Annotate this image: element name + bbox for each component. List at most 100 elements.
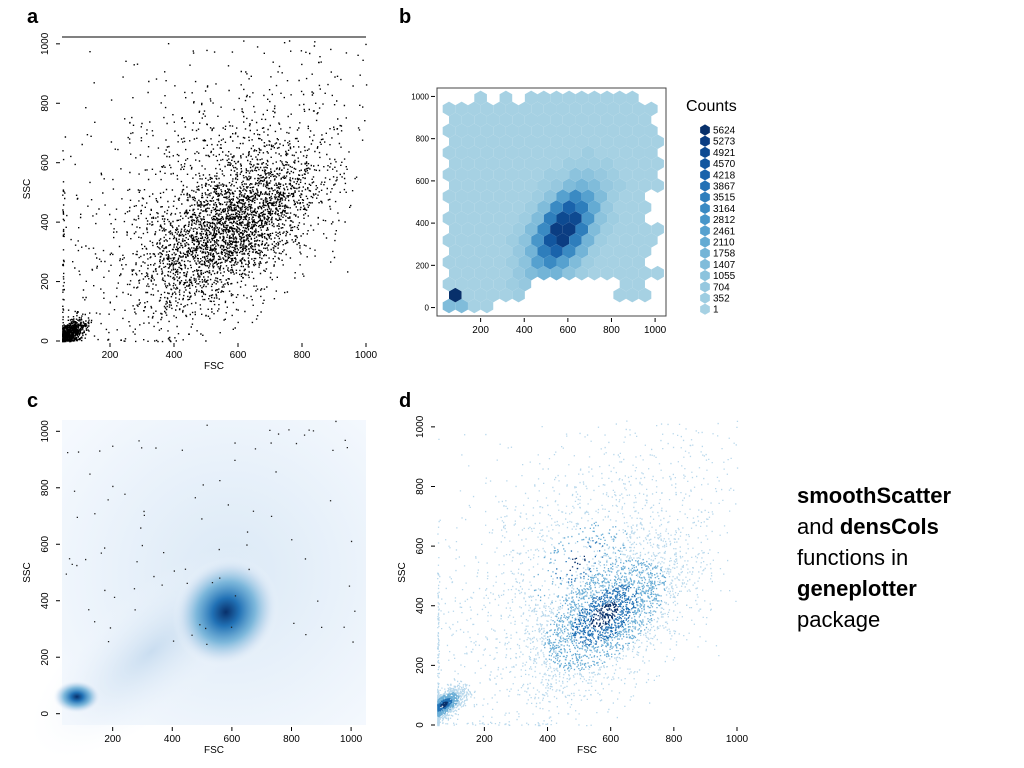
panel-b-hexbin-88 [449,222,462,237]
panel-b-hexbin-232 [588,134,601,150]
panel-b-hexbin-62 [537,243,551,259]
panel-b-hexbin-113 [543,211,557,226]
panel-b-hexbin-249 [581,123,595,139]
panel-b-hexbin-22 [449,265,462,281]
panel-b-hexbin-240 [467,123,481,139]
panel-d-y-tick-label-0: 0 [415,722,426,728]
panel-a-y-tick-label-2: 400 [40,213,51,230]
panel-b-hexbin-55 [449,243,462,259]
panel-b-hexbin-159 [524,178,538,193]
panel-b-hexbin-266 [588,112,601,128]
panel-b-hexbin-6 [474,287,487,303]
panel-b-hexbin-181 [581,167,595,182]
panel-b-hexbin-102 [626,222,639,237]
panel-c-density-peak-0 [172,556,280,668]
panel-c-y-tick-label-2: 400 [40,592,51,609]
panel-b-hexbin-108 [480,211,494,226]
panel-b-hexbin-87 [644,233,658,248]
panel-a-x-tick-label-3: 800 [294,350,311,361]
panel-b-legend-label-3: 4570 [713,159,736,170]
panel-b-hexbin-171 [455,167,468,182]
panel-b-hexbin-4 [449,287,462,303]
panel-a-y-tick-label-1: 200 [40,273,51,290]
panel-b-y-tick-label-5: 1000 [411,92,429,101]
panel-b-hexbin-50 [581,254,595,270]
panel-b-hexbin-30 [550,265,563,281]
panel-b-hexbin-37 [638,265,652,281]
panel-b-hexbin-42 [480,254,494,270]
panel-b-hexbin-274 [480,101,494,117]
panel-b-hexbin-207 [480,145,494,160]
panel-b-hexbin-231 [575,134,589,150]
panel-b-hexbin-253 [632,123,645,139]
panel-letter-b: b [399,6,412,28]
panel-c: 200 400 600 800 1000 0 200 400 600 800 1000 FSC SSC [22,420,366,759]
panel-b-hexbin-135 [626,200,639,215]
panel-d-x-tick-label-2: 600 [602,734,619,745]
panel-b-hexbin-111 [518,211,532,226]
panel-b-hexbin-223 [474,134,487,150]
caption-denscols: densCols [839,514,939,539]
panel-b-y-tick-label-2: 400 [416,219,430,228]
panel-b-legend-swatch-3 [700,158,710,170]
panel-b-hexbin-196 [562,156,576,171]
panel-b-hexbin-129 [550,200,563,215]
panel-b-hexbin-122 [461,200,475,215]
panel-b-hexbin-195 [550,156,563,171]
panel-b-hexbin-182 [594,167,608,182]
panel-c-x-tick-label-2: 600 [224,734,241,745]
panel-b-hexbin-65 [575,243,589,259]
caption: smoothScatter and densCols functions in … [797,480,1012,635]
panel-b-hexbin-293 [562,90,576,106]
panel-c-y-tick-label-1: 200 [40,648,51,665]
panel-b-hexbin-173 [480,167,494,182]
panel-b-hexbin-217 [607,145,620,160]
panel-b-hexbin-61 [524,243,538,259]
panel-b-hexbin-132 [588,200,601,215]
panel-b-hexbin-9 [512,287,525,303]
panel-b-hexbin-76 [505,233,519,248]
panel-b-hexbin-235 [626,134,639,150]
panel-b-hexbin-97 [562,222,576,237]
panel-b-hexbin-2 [467,298,481,314]
panel-b-hexbin-39 [442,254,456,270]
panel-b-hexbin-83 [594,233,608,248]
panel-b-hexbin-13 [442,276,456,292]
panel-b-hexbin-255 [449,112,462,128]
panel-b-hexbin-21 [632,276,645,292]
panel-b-hexbin-12 [638,287,652,303]
panel-b-hexbin-131 [575,200,589,215]
panel-b-hexbin-168 [638,178,652,193]
panel-b-y-tick-label-3: 600 [416,177,430,186]
panel-b-legend-swatch-8 [700,214,710,226]
panel-b-hexbin-60 [512,243,525,259]
panel-b-hexbin-175 [505,167,519,182]
panel-b-legend-label-5: 3867 [713,182,736,193]
panel-b-hexbin-77 [518,233,532,248]
panel-b-hexbin-28 [524,265,538,281]
panel-b-legend-label-1: 5273 [713,137,736,148]
panel-b-hexbin-144 [531,189,544,204]
panel-b-hexbin-278 [531,101,544,117]
panel-b-hexbin-198 [588,156,601,171]
panel-b-hexbin-165 [600,178,614,193]
panel-b-hexbin-40 [455,254,468,270]
panel-b-hexbin-242 [493,123,506,139]
panel-b-hexbin-244 [518,123,532,139]
panel-b-y-tick-label-1: 200 [416,261,430,270]
panel-b-hexbin-93 [512,222,525,237]
panel-b-legend-label-7: 3164 [713,204,736,215]
panel-a-x-tick-label-4: 1000 [355,350,378,361]
panel-b-hexbin-0 [442,298,456,314]
panel-b-hexbin-269 [626,112,639,128]
panel-b: 200 400 600 800 1000 0 200 400 600 800 1000 Counts 5… [411,87,737,336]
panel-d-y-tick-label-2: 400 [415,597,426,614]
panel-b-hexbin-261 [524,112,538,128]
panel-b-hexbin-212 [543,145,557,160]
panel-b-hexbin-54 [632,254,645,270]
panel-a-x-tick-label-0: 200 [102,350,119,361]
panel-b-hexbin-282 [581,101,595,117]
panel-a-y-tick-label-0: 0 [40,338,51,344]
panel-b-legend-swatch-14 [700,281,710,293]
panel-b-hexbin-34 [600,265,614,281]
